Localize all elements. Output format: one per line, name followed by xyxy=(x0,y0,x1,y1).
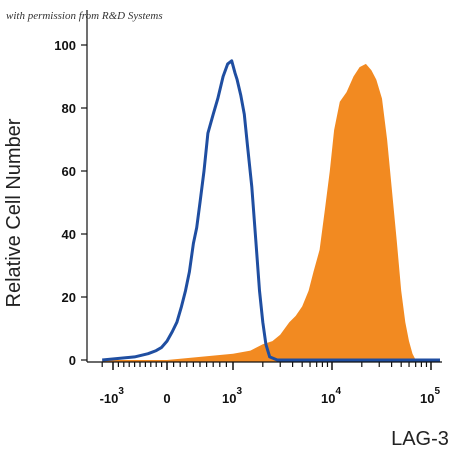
y-tick-label: 20 xyxy=(62,290,76,305)
y-tick-label: 80 xyxy=(62,101,76,116)
x-tick-label: 105 xyxy=(420,386,440,406)
x-tick-label: -103 xyxy=(100,386,125,406)
y-tick-label: 40 xyxy=(62,227,76,242)
y-tick-label: 0 xyxy=(69,353,76,368)
x-tick-label: 104 xyxy=(321,386,341,406)
ticks-layer: 0 20 40 60 80 100 -103 0 103 104 105 xyxy=(54,38,440,406)
y-tick-label: 100 xyxy=(54,38,76,53)
x-axis-title: LAG-3 xyxy=(391,428,449,450)
y-axis-title: Relative Cell Number xyxy=(3,118,25,307)
series-layer xyxy=(102,59,440,363)
x-tick-label: 0 xyxy=(163,391,170,406)
x-tick-label: 103 xyxy=(222,386,242,406)
watermark-text: with permission from R&D Systems xyxy=(6,10,163,22)
y-tick-label: 60 xyxy=(62,164,76,179)
series-outline-histogram xyxy=(102,59,440,362)
series-filled-histogram xyxy=(102,63,440,363)
